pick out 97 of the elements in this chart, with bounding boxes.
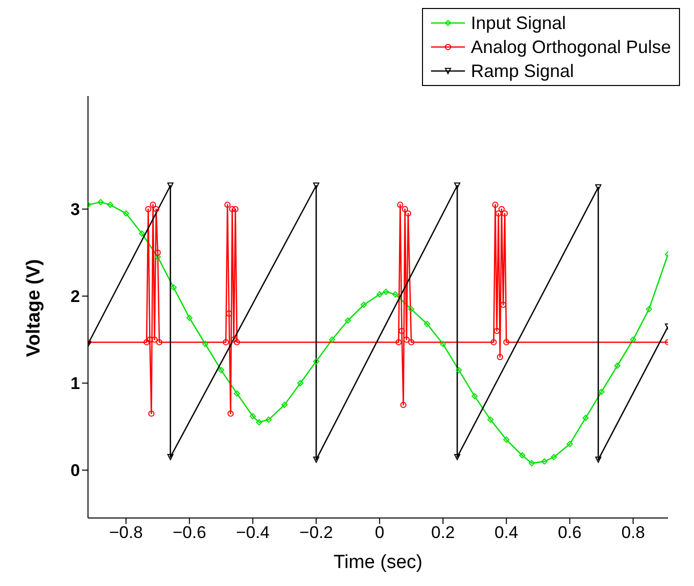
point xyxy=(226,310,232,317)
point xyxy=(454,454,460,460)
point xyxy=(503,436,510,443)
point xyxy=(232,206,238,212)
point xyxy=(405,210,412,217)
point xyxy=(498,206,505,212)
x-tick-label: 0.2 xyxy=(431,523,455,542)
point xyxy=(313,358,320,364)
x-tick-label: 0 xyxy=(374,523,384,542)
point xyxy=(472,393,478,400)
point xyxy=(156,339,162,346)
point xyxy=(402,206,408,212)
point xyxy=(154,254,161,260)
point xyxy=(541,458,548,465)
point xyxy=(360,302,367,308)
point xyxy=(186,314,193,321)
x-tick-label: −0.2 xyxy=(299,523,333,542)
legend-label: Ramp Signal xyxy=(470,60,574,83)
point xyxy=(138,230,145,237)
point xyxy=(313,456,320,463)
y-axis-title: Voltage (V) xyxy=(24,259,45,357)
point xyxy=(230,336,237,343)
point xyxy=(454,182,460,189)
point xyxy=(313,182,320,189)
point xyxy=(234,339,240,346)
x-tick-label: −0.6 xyxy=(172,523,206,542)
point xyxy=(519,452,526,458)
point xyxy=(630,336,636,343)
point xyxy=(228,410,234,417)
point xyxy=(595,184,602,190)
point xyxy=(250,413,256,420)
y-tick-label: 1 xyxy=(70,374,80,394)
point xyxy=(222,339,229,346)
point xyxy=(144,339,150,346)
x-tick-label: −0.8 xyxy=(109,523,143,542)
y-tick-label: 2 xyxy=(70,287,80,306)
point xyxy=(229,206,236,212)
point xyxy=(400,402,406,408)
point xyxy=(456,366,462,374)
point xyxy=(344,317,351,324)
point xyxy=(266,416,272,423)
legend-label: Input Signal xyxy=(470,12,566,35)
point xyxy=(256,419,262,426)
point xyxy=(167,182,174,189)
point xyxy=(145,206,152,212)
point xyxy=(528,460,535,466)
point xyxy=(234,390,240,397)
point xyxy=(397,202,404,208)
point xyxy=(398,328,405,334)
point xyxy=(496,354,504,360)
point xyxy=(440,340,446,348)
point xyxy=(107,202,114,208)
point xyxy=(281,402,288,408)
point xyxy=(494,328,500,334)
point xyxy=(614,362,620,369)
point xyxy=(98,199,104,206)
point xyxy=(408,339,414,346)
point xyxy=(550,454,557,460)
point xyxy=(224,202,231,208)
point xyxy=(490,339,497,346)
point xyxy=(487,416,494,423)
point xyxy=(376,291,383,298)
point xyxy=(218,366,224,374)
x-axis-title: Time (sec) xyxy=(333,552,423,573)
point xyxy=(396,339,402,346)
x-tick-label: 0.4 xyxy=(494,523,518,542)
y-tick-label: 0 xyxy=(70,461,80,480)
point xyxy=(424,320,430,328)
point xyxy=(382,288,390,295)
point xyxy=(408,306,414,312)
point xyxy=(598,388,605,395)
x-tick-label: −0.4 xyxy=(236,523,270,542)
point xyxy=(646,306,652,312)
point xyxy=(328,336,336,343)
point xyxy=(297,380,304,386)
point xyxy=(492,202,498,208)
point xyxy=(502,210,508,217)
x-tick-label: 0.6 xyxy=(558,523,582,542)
point xyxy=(202,340,208,348)
point xyxy=(566,440,573,448)
point xyxy=(146,336,153,343)
y-tick-label: 3 xyxy=(70,200,80,220)
point xyxy=(392,291,399,298)
point xyxy=(153,206,160,212)
point xyxy=(582,414,589,422)
point xyxy=(148,410,154,417)
point xyxy=(495,210,502,217)
point xyxy=(170,284,177,291)
point xyxy=(403,336,410,343)
x-tick-label: 0.8 xyxy=(621,523,645,542)
legend-label: Analog Orthogonal Pulse xyxy=(470,36,671,59)
point xyxy=(595,456,602,463)
point xyxy=(503,339,510,346)
point xyxy=(150,202,156,208)
point xyxy=(154,250,161,256)
point xyxy=(122,210,130,217)
point xyxy=(167,454,174,460)
